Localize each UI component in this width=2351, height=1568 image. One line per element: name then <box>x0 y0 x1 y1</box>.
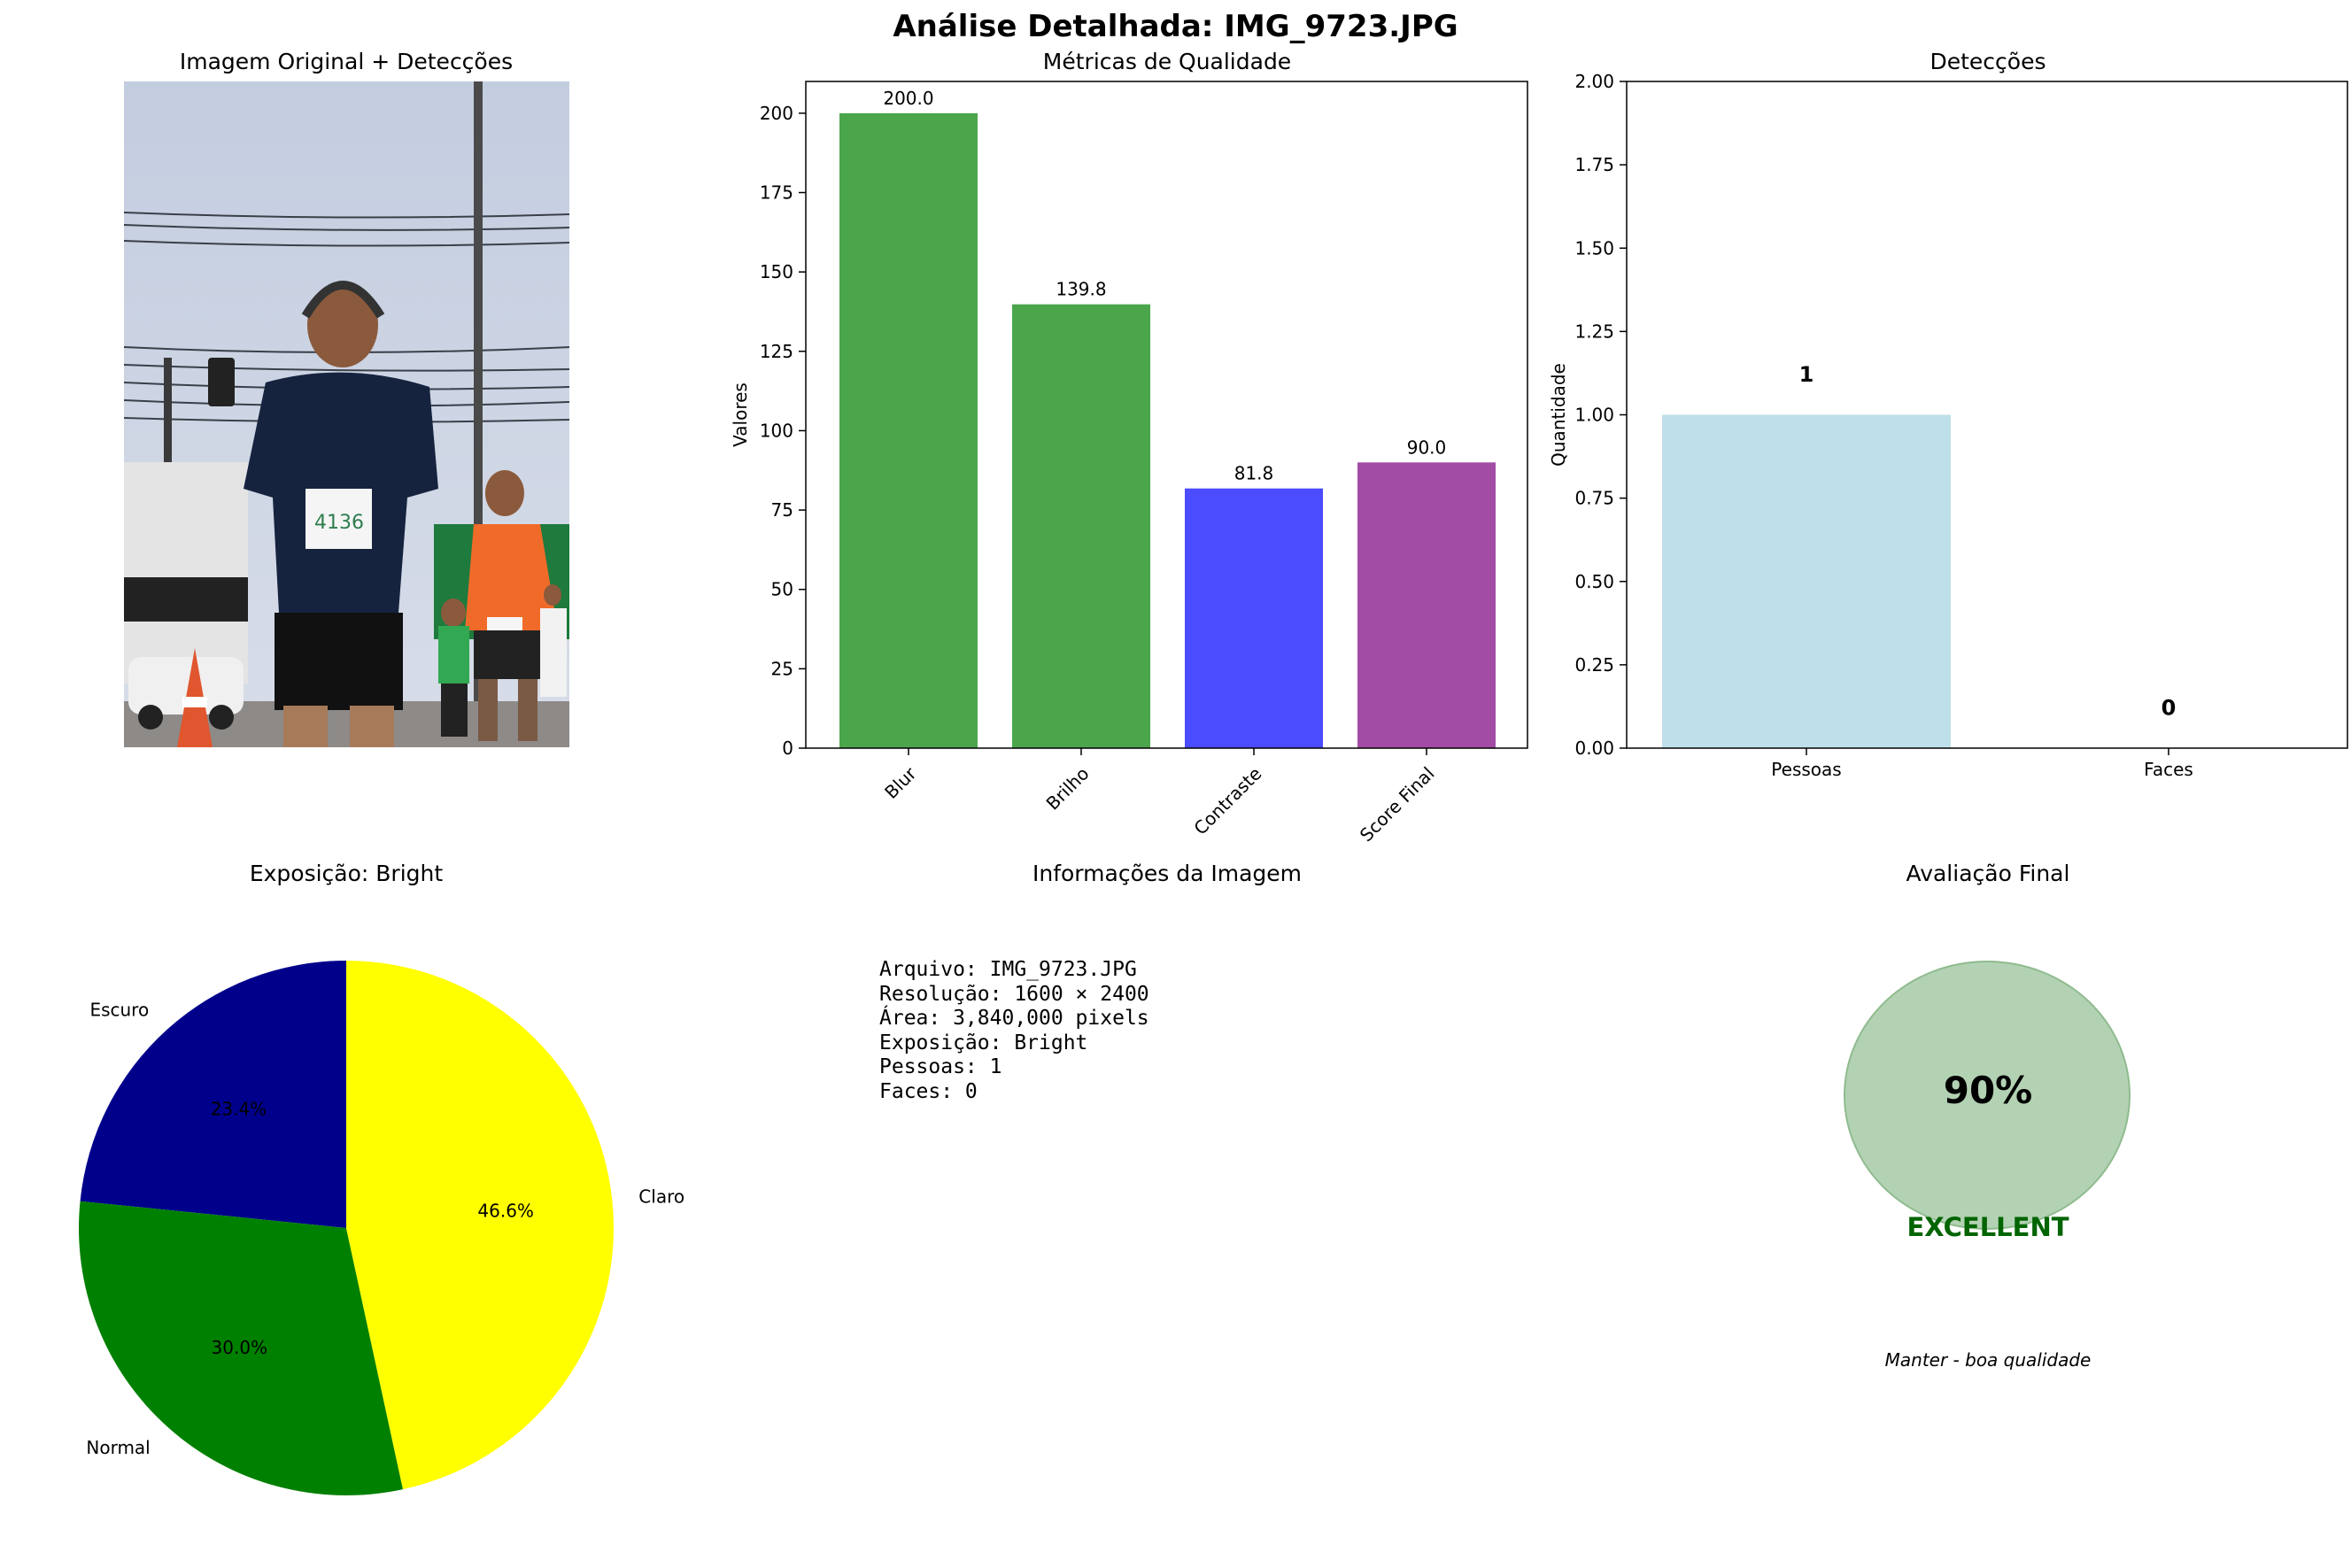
y-tick-label: 25 <box>771 658 793 679</box>
x-tick-label: Brilho <box>1042 763 1094 815</box>
x-tick-label: Faces <box>2144 759 2193 780</box>
info-panel-title: Informações da Imagem <box>1032 861 1303 886</box>
pie-pct-label: 30.0% <box>212 1337 268 1358</box>
x-tick-label: Contraste <box>1189 763 1265 839</box>
bar-value-label: 0 <box>2162 695 2177 720</box>
image-info-block: Arquivo: IMG_9723.JPG Resolução: 1600 × … <box>879 958 1149 1104</box>
pie-slice-normal <box>79 1201 404 1496</box>
y-tick-label: 150 <box>760 261 793 282</box>
pie-pct-label: 46.6% <box>477 1201 534 1222</box>
pie-label: Escuro <box>89 1000 149 1021</box>
y-tick-label: 0.75 <box>1574 488 1614 509</box>
info-line-faces: Faces: 0 <box>879 1079 978 1103</box>
bar-contraste <box>1185 488 1323 748</box>
pie-slice-escuro <box>80 961 347 1228</box>
y-tick-label: 2.00 <box>1574 71 1614 92</box>
y-tick-label: 1.50 <box>1574 237 1614 259</box>
plot-frame <box>805 81 1528 749</box>
y-tick-label: 1.00 <box>1574 405 1614 426</box>
y-tick-label: 200 <box>760 103 793 124</box>
x-tick-label: Score Final <box>1356 763 1439 846</box>
y-tick-label: 1.25 <box>1574 321 1614 342</box>
score-circle <box>1844 961 2131 1230</box>
y-tick-label: 75 <box>771 499 793 521</box>
info-line-people: Pessoas: 1 <box>879 1055 1002 1078</box>
y-tick-label: 175 <box>760 182 793 204</box>
bar-value-label: 200.0 <box>883 88 933 109</box>
final-panel-title: Avaliação Final <box>1906 861 2070 886</box>
pie-pct-label: 23.4% <box>211 1099 267 1120</box>
image-panel-title: Imagem Original + Detecções <box>179 49 514 74</box>
plot-frame <box>1626 81 2348 749</box>
info-line-resolution: Resolução: 1600 × 2400 <box>879 982 1149 1006</box>
detections-panel-title: Detecções <box>1930 49 2046 74</box>
info-line-area: Área: 3,840,000 pixels <box>879 1007 1149 1030</box>
y-tick-label: 0.00 <box>1574 738 1614 759</box>
y-tick-label: 50 <box>771 579 793 600</box>
figure-title: Análise Detalhada: IMG_9723.JPG <box>893 9 1458 44</box>
final-score-value: 90% <box>1943 1069 2033 1112</box>
x-tick-label: Pessoas <box>1771 759 1841 780</box>
info-line-exposure: Exposição: Bright <box>879 1031 1088 1054</box>
y-axis-label: Quantidade <box>1548 363 1569 467</box>
bar-value-label: 81.8 <box>1234 463 1274 484</box>
y-axis-label: Valores <box>730 382 751 447</box>
x-tick-label: Blur <box>880 762 921 803</box>
bar-value-label: 139.8 <box>1056 279 1106 300</box>
pie-label: Normal <box>86 1437 150 1458</box>
y-tick-label: 125 <box>760 341 793 362</box>
y-tick-label: 0.25 <box>1574 654 1614 676</box>
metrics-panel-title: Métricas de Qualidade <box>1042 49 1292 74</box>
quality-rating: EXCELLENT <box>1906 1212 2069 1242</box>
y-tick-label: 1.75 <box>1574 154 1614 175</box>
info-line-file: Arquivo: IMG_9723.JPG <box>879 958 1137 981</box>
runner-photo: 4136 <box>124 81 569 747</box>
recommendation-text: Manter - boa qualidade <box>1884 1349 2092 1371</box>
pie-slice-claro <box>346 961 615 1490</box>
y-tick-label: 100 <box>760 420 793 441</box>
y-tick-label: 0.50 <box>1574 571 1614 592</box>
bar-score-final <box>1357 462 1496 748</box>
pie-label: Claro <box>638 1186 684 1208</box>
bar-pessoas <box>1662 414 1951 748</box>
bar-value-label: 1 <box>1799 362 1814 387</box>
y-tick-label: 0 <box>782 738 793 759</box>
bar-value-label: 90.0 <box>1407 436 1447 458</box>
svg-text:4136: 4136 <box>314 512 364 534</box>
bar-brilho <box>1012 304 1150 748</box>
exposure-panel-title: Exposição: Bright <box>249 861 444 886</box>
bar-blur <box>839 112 978 749</box>
